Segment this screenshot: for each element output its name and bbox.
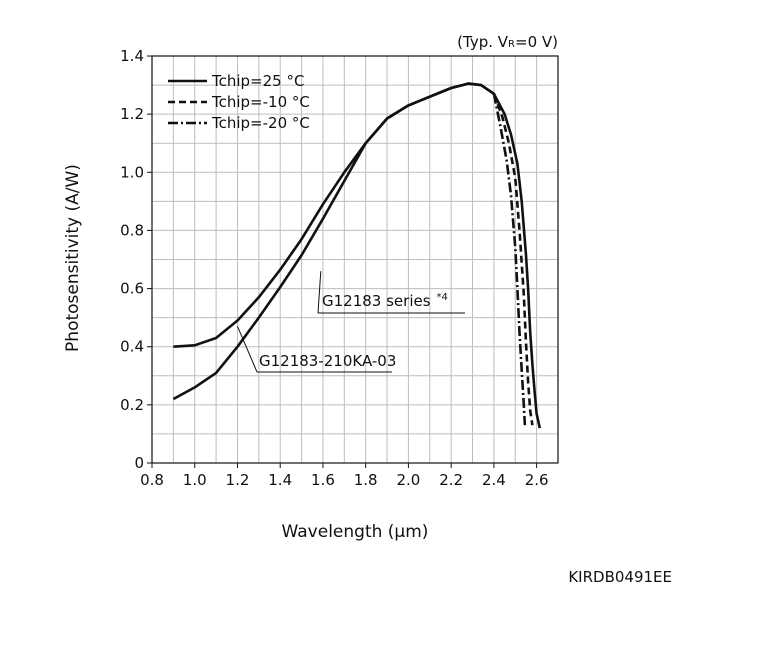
series-line — [492, 93, 534, 426]
document-code: KIRDB0491EE — [568, 568, 672, 586]
y-tick-label: 0 — [134, 454, 144, 472]
chart-series — [172, 82, 542, 429]
chart-legend: Tchip=25 °C Tchip=-10 °C Tchip=-20 °C — [168, 72, 310, 132]
x-tick-label: 1.8 — [354, 471, 378, 489]
x-tick-label: 0.8 — [140, 471, 164, 489]
x-axis-title: Wavelength (μm) — [282, 522, 429, 542]
annotation-leaders — [237, 271, 465, 373]
legend-label: Tchip=-20 °C — [211, 114, 310, 132]
series-line — [172, 82, 495, 401]
leader-line — [317, 271, 322, 314]
x-tick-label: 2.4 — [482, 471, 506, 489]
x-tick-label: 1.4 — [268, 471, 292, 489]
y-tick-label: 1.4 — [120, 47, 144, 65]
x-tick-label: 2.6 — [525, 471, 549, 489]
y-tick-label: 1.0 — [120, 163, 144, 181]
chart-grid — [152, 56, 558, 463]
y-tick-label: 0.8 — [120, 221, 144, 239]
legend-label: Tchip=-10 °C — [211, 93, 310, 111]
series-line — [173, 82, 542, 429]
x-tick-label: 2.2 — [439, 471, 463, 489]
y-tick-label: 0.4 — [120, 338, 144, 356]
y-tick-label: 0.2 — [120, 396, 144, 414]
y-tick-label: 1.2 — [120, 105, 144, 123]
series-line — [492, 93, 527, 426]
x-tick-label: 1.6 — [311, 471, 335, 489]
y-axis-title: Photosensitivity (A/W) — [63, 164, 83, 352]
x-tick-label: 1.2 — [226, 471, 250, 489]
legend-label: Tchip=25 °C — [211, 72, 304, 90]
annotation-series-label: G12183 series *4 — [322, 292, 448, 310]
x-tick-label: 2.0 — [396, 471, 420, 489]
plot-frame — [151, 55, 559, 464]
leader-line — [237, 326, 258, 373]
y-tick-label: 0.6 — [120, 280, 144, 298]
x-tick-label: 1.0 — [183, 471, 207, 489]
chart-ticks: 0.8 1.0 1.2 1.4 1.6 1.8 2.0 2.2 2.4 2.6 0 0.2 0.4 0.6… — [120, 47, 548, 489]
annotation-model-label: G12183-210KA-03 — [259, 352, 396, 370]
condition-note: (Typ. VR=0 V) — [457, 33, 558, 51]
